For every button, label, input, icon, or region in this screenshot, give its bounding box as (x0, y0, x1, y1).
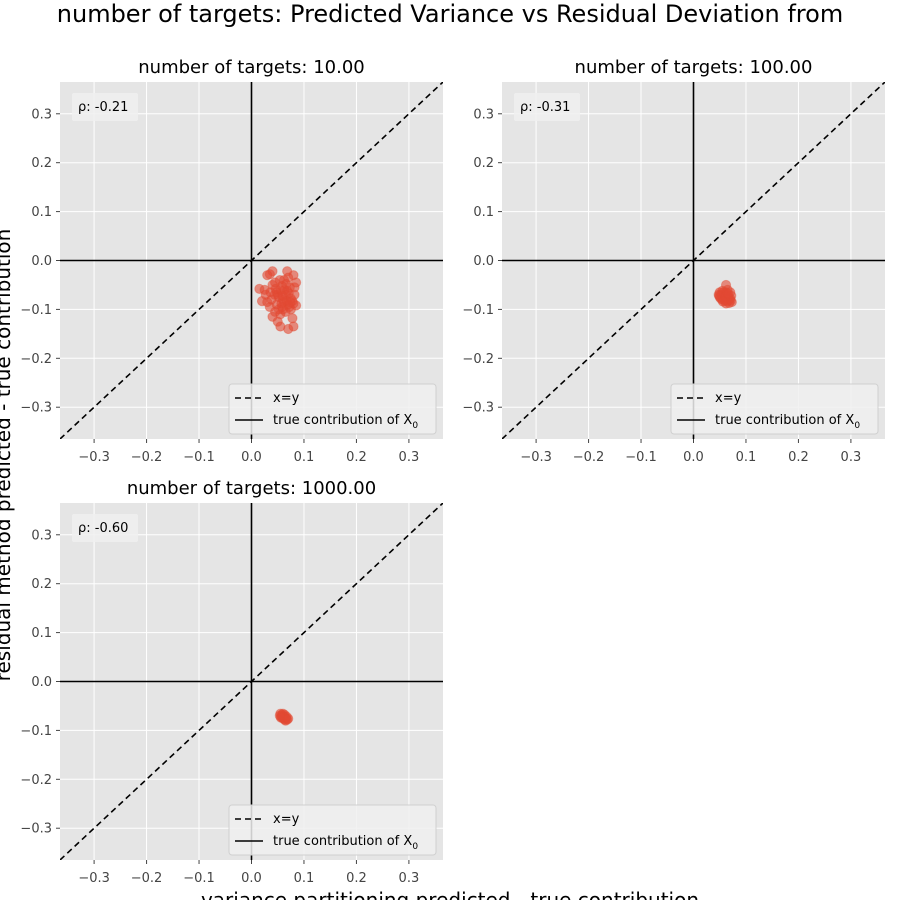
rho-label: ρ: -0.21 (78, 100, 128, 115)
y-tick-label: −0.1 (20, 724, 52, 739)
figure-ylabel: residual method predicted - true contrib… (0, 229, 15, 682)
legend-label-true-contribution: true contribution of X0 (715, 413, 860, 431)
x-tick-label: −0.1 (183, 450, 215, 465)
rho-box (72, 514, 138, 542)
legend-label-true-contribution: true contribution of X0 (273, 413, 418, 431)
y-tick-label: 0.1 (31, 626, 52, 641)
data-point (723, 288, 734, 299)
y-tick-label: 0.2 (473, 156, 494, 171)
y-tick-label: −0.3 (462, 401, 494, 416)
x-tick-label: −0.3 (78, 450, 110, 465)
y-tick-label: −0.1 (20, 303, 52, 318)
legend: x=y true contribution of X0 (670, 383, 879, 435)
x-tick-label: 0.3 (841, 450, 862, 465)
y-tick-label: 0.3 (31, 107, 52, 122)
x-tick-label: 0.1 (736, 450, 757, 465)
legend-label-identity: x=y (273, 391, 300, 406)
y-tick-label: 0.3 (473, 107, 494, 122)
data-point (270, 283, 281, 294)
legend-label-true-contribution: true contribution of X0 (273, 834, 418, 852)
data-point (273, 304, 284, 315)
figure-suptitle: number of targets: Predicted Variance vs… (57, 0, 843, 28)
x-tick-label: 0.2 (346, 871, 367, 886)
data-point (290, 277, 302, 288)
y-tick-label: −0.1 (462, 303, 494, 318)
subplot-title: number of targets: 1000.00 (127, 478, 376, 499)
plot-area (60, 82, 443, 439)
data-point (717, 296, 728, 307)
x-tick-label: −0.2 (131, 450, 163, 465)
data-point (275, 321, 286, 332)
y-tick-label: 0.1 (31, 205, 52, 220)
plot-area (502, 82, 885, 439)
panel-1: −0.3 −0.2 −0.1 0.0 0.1 0.2 0.3 −0.3 −0.2 −0.1 0.0 0… (20, 57, 443, 465)
data-point (262, 270, 273, 281)
panels: −0.3 −0.2 −0.1 0.0 0.1 0.2 0.3 −0.3 −0.2 −0.1 0.0 0… (20, 57, 885, 886)
plot-area (60, 503, 443, 860)
y-tick-label: 0.0 (31, 254, 52, 269)
rho-label: ρ: -0.31 (520, 100, 570, 115)
figure-xlabel: variance partitioning predicted - true c… (201, 888, 699, 900)
legend-box (228, 383, 437, 435)
data-point (283, 713, 294, 724)
data-point (277, 290, 288, 301)
panel-2: −0.3 −0.2 −0.1 0.0 0.1 0.2 0.3 −0.3 −0.2 −0.1 0.0 0… (462, 57, 885, 465)
x-tick-label: 0.2 (788, 450, 809, 465)
y-tick-label: −0.2 (20, 773, 52, 788)
x-tick-label: −0.3 (78, 871, 110, 886)
x-tick-label: −0.2 (131, 871, 163, 886)
y-tick-label: −0.3 (20, 401, 52, 416)
x-tick-label: 0.1 (294, 871, 315, 886)
legend-label-identity: x=y (715, 391, 742, 406)
rho-label: ρ: -0.60 (78, 521, 128, 536)
x-tick-label: 0.2 (346, 450, 367, 465)
data-point (287, 313, 298, 324)
x-tick-label: 0.0 (241, 450, 262, 465)
x-tick-label: 0.1 (294, 450, 315, 465)
x-tick-label: −0.2 (573, 450, 605, 465)
legend-label-identity: x=y (273, 812, 300, 827)
y-tick-label: 0.2 (31, 577, 52, 592)
legend-box (228, 804, 437, 856)
data-point (260, 289, 271, 300)
y-tick-label: −0.2 (462, 352, 494, 367)
y-tick-label: 0.0 (31, 675, 52, 690)
y-tick-label: 0.2 (31, 156, 52, 171)
x-tick-label: 0.3 (399, 871, 420, 886)
data-point (285, 297, 296, 308)
data-point (274, 274, 285, 286)
legend: x=y true contribution of X0 (228, 804, 437, 856)
x-tick-label: −0.3 (520, 450, 552, 465)
x-tick-label: 0.3 (399, 450, 420, 465)
rho-box (514, 93, 580, 121)
subplot-title: number of targets: 10.00 (138, 57, 364, 78)
y-tick-label: 0.0 (473, 254, 494, 269)
x-tick-label: −0.1 (625, 450, 657, 465)
y-tick-label: −0.2 (20, 352, 52, 367)
x-tick-label: 0.0 (241, 871, 262, 886)
y-tick-label: −0.3 (20, 822, 52, 837)
legend: x=y true contribution of X0 (228, 383, 437, 435)
y-tick-label: 0.3 (31, 528, 52, 543)
legend-box (670, 383, 879, 435)
y-tick-label: 0.1 (473, 205, 494, 220)
x-tick-label: 0.0 (683, 450, 704, 465)
rho-box (72, 93, 138, 121)
panel-3: −0.3 −0.2 −0.1 0.0 0.1 0.2 0.3 −0.3 −0.2 −0.1 0.0 0… (20, 478, 443, 886)
subplot-title: number of targets: 100.00 (575, 57, 813, 78)
x-tick-label: −0.1 (183, 871, 215, 886)
